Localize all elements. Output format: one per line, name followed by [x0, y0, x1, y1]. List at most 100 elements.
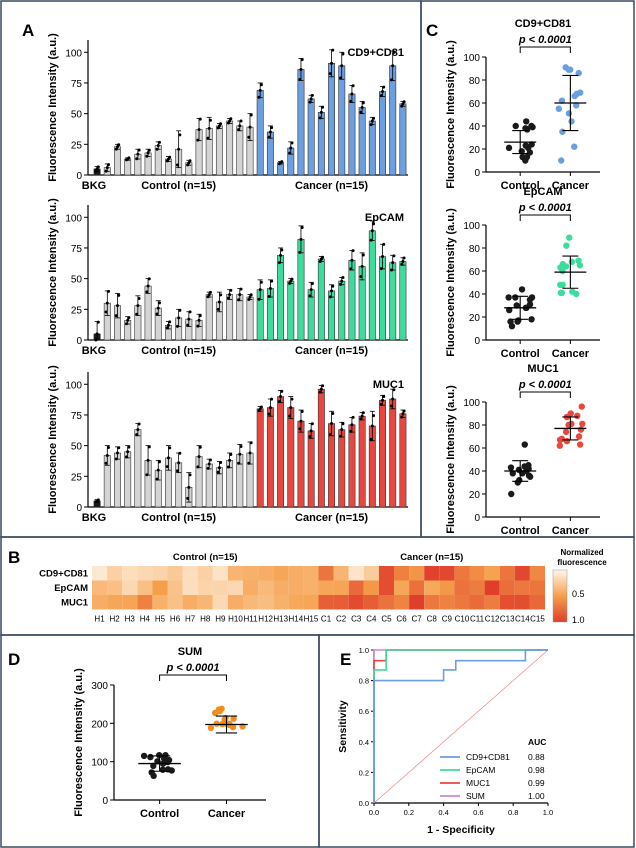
heatmap-cell: [529, 580, 545, 595]
replicate-dot: [359, 110, 363, 114]
heatmap-cell: [258, 595, 274, 610]
replicate-dot: [178, 308, 182, 312]
data-point: [563, 242, 570, 249]
data-point: [576, 262, 584, 269]
legend-label: EpCAM: [466, 765, 495, 775]
heatmap-cell: [469, 595, 485, 610]
replicate-dot: [350, 92, 354, 96]
replicate-dot: [155, 312, 159, 316]
replicate-dot: [206, 466, 210, 470]
heatmap-col-label: C4: [366, 615, 377, 624]
replicate-dot: [96, 320, 100, 324]
data-point: [528, 141, 535, 148]
replicate-dot: [106, 289, 110, 293]
heatmap-col-label: C8: [427, 615, 438, 624]
replicate-dot: [310, 282, 314, 286]
chart-title: EpCAM: [365, 212, 404, 224]
heatmap-cell: [258, 580, 274, 595]
replicate-dot: [331, 284, 335, 288]
replicate-dot: [321, 384, 325, 388]
heatmap-col-label: C6: [396, 615, 407, 624]
replicate-dot: [115, 304, 119, 308]
replicate-dot: [319, 387, 323, 391]
replicate-dot: [239, 287, 243, 291]
heatmap-cell: [212, 580, 228, 595]
heatmap-cell: [227, 566, 243, 581]
y-axis-label: Fluorescence Intensity (a.u.): [445, 208, 457, 357]
data-point: [207, 724, 215, 732]
replicate-dot: [259, 280, 263, 284]
y-tick-label: 20: [469, 313, 481, 324]
replicate-dot: [247, 297, 251, 301]
y-tick-label: 0.6: [359, 707, 369, 716]
heatmap-row-label: MUC1: [61, 597, 89, 608]
replicate-dot: [298, 427, 302, 431]
heatmap-cell: [92, 595, 108, 610]
reference-line: [373, 649, 549, 804]
legend-label: CD9+CD81: [466, 752, 510, 762]
heatmap-col-label: C3: [351, 615, 362, 624]
replicate-dot: [186, 163, 190, 167]
heatmap-cell: [409, 580, 425, 595]
data-point: [555, 105, 563, 112]
data-point: [162, 751, 169, 759]
x-tick-label: 0.8: [508, 808, 518, 817]
replicate-dot: [177, 316, 181, 320]
replicate-dot: [249, 113, 253, 117]
replicate-dot: [186, 496, 190, 500]
replicate-dot: [248, 295, 252, 299]
legend-title: Normalized: [560, 548, 603, 557]
x-axis-label: 1 - Specificity: [427, 824, 495, 836]
replicate-dot: [114, 457, 118, 461]
roc-chart: 0.00.0 0.2 0.2 0.4 0.4 0.6 0.6 0.8 0.8 1.0 1.0 AUC C…: [337, 646, 553, 836]
replicate-dot: [114, 314, 118, 318]
replicate-dot: [370, 119, 374, 123]
replicate-dot: [106, 446, 110, 450]
replicate-dot: [105, 301, 109, 305]
data-point: [150, 762, 157, 770]
x-tick-label: Cancer: [208, 808, 246, 820]
data-point: [575, 69, 582, 77]
heatmap-col-label: C14: [515, 615, 530, 624]
heatmap-cell: [152, 595, 168, 610]
p-value: p < 0.0001: [166, 662, 220, 674]
replicate-dot: [229, 117, 233, 121]
replicate-dot: [369, 437, 373, 441]
heatmap-cell: [197, 566, 213, 581]
replicate-dot: [299, 67, 303, 71]
replicate-dot: [217, 124, 221, 128]
bar-cancer: [307, 98, 315, 176]
heatmap-cell: [182, 566, 198, 581]
x-tick-label: 0.2: [404, 808, 414, 817]
heatmap-cell: [378, 580, 394, 595]
heatmap-col-label: C1: [321, 615, 332, 624]
replicate-dot: [155, 147, 159, 151]
heatmap-cell: [454, 595, 470, 610]
heatmap-cell: [152, 566, 168, 581]
y-axis-label: Fluorescence Intensity (a.u.): [73, 668, 85, 817]
replicate-dot: [298, 78, 302, 82]
replicate-dot: [381, 90, 385, 94]
replicate-dot: [319, 110, 323, 114]
replicate-dot: [331, 48, 335, 52]
y-tick-label: 60: [469, 99, 481, 110]
heatmap-cell: [167, 595, 183, 610]
bar-control: [236, 294, 244, 341]
replicate-dot: [124, 455, 128, 459]
data-point: [230, 715, 237, 722]
replicate-dot: [146, 458, 150, 462]
data-point: [529, 123, 536, 131]
replicate-dot: [147, 148, 151, 152]
bar-cancer: [399, 103, 407, 176]
bar-cancer: [338, 429, 346, 508]
replicate-dot: [300, 225, 304, 229]
replicate-dot: [401, 412, 405, 416]
replicate-dot: [280, 389, 284, 393]
replicate-dot: [370, 229, 374, 233]
replicate-dot: [216, 307, 220, 311]
replicate-dot: [168, 155, 172, 159]
replicate-dot: [95, 332, 99, 336]
heatmap-cell: [92, 566, 108, 581]
legend-label: SUM: [466, 791, 485, 801]
replicate-dot: [228, 119, 232, 123]
